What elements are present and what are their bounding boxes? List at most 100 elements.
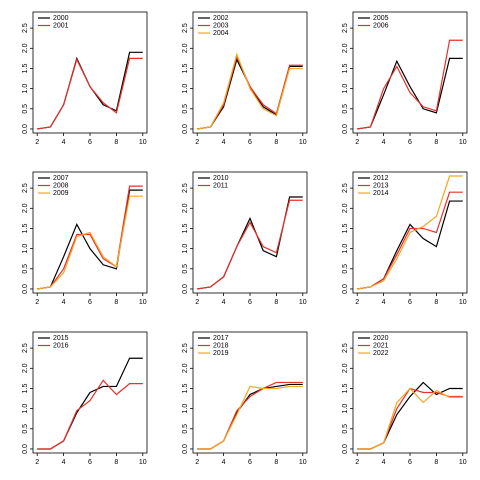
y-tick-label: 1.5 (342, 383, 349, 393)
legend-label: 2011 (213, 182, 228, 189)
series-line (37, 195, 143, 290)
y-tick-label: 2.5 (22, 23, 29, 33)
x-tick-label: 8 (274, 139, 278, 146)
legend-label: 2009 (53, 190, 69, 197)
x-tick-label: 10 (459, 459, 467, 466)
series-line (197, 54, 303, 130)
y-tick-label: 2.5 (342, 343, 349, 353)
y-tick-label: 1.5 (22, 383, 29, 393)
legend-label: 2003 (213, 22, 229, 29)
x-tick-label: 8 (434, 299, 438, 306)
plot-frame (192, 11, 308, 134)
y-tick-label: 0.5 (342, 424, 349, 434)
y-tick-label: 0.5 (22, 264, 29, 274)
y-tick-label: 0.5 (342, 104, 349, 114)
y-tick-label: 0.0 (182, 444, 189, 454)
x-tick-label: 8 (274, 459, 278, 466)
x-tick-label: 6 (88, 459, 92, 466)
legend-label: 2006 (373, 22, 389, 29)
plot-frame (352, 11, 468, 134)
y-tick-label: 0.0 (22, 124, 29, 134)
series-line (37, 51, 143, 130)
x-tick-label: 6 (408, 139, 412, 146)
y-tick-label: 2.0 (342, 203, 349, 213)
y-tick-label: 0.0 (182, 284, 189, 294)
series-line (37, 57, 143, 130)
y-tick-label: 0.0 (182, 124, 189, 134)
x-tick-label: 6 (88, 139, 92, 146)
legend-label: 2014 (373, 190, 389, 197)
y-tick-label: 1.5 (22, 63, 29, 73)
legend-label: 2015 (53, 335, 69, 342)
x-tick-label: 8 (114, 459, 118, 466)
x-tick-label: 10 (299, 459, 307, 466)
x-tick-label: 4 (222, 459, 226, 466)
series-line (357, 175, 463, 290)
y-tick-label: 2.5 (342, 23, 349, 33)
x-tick-label: 6 (408, 459, 412, 466)
x-tick-label: 2 (195, 299, 199, 306)
legend-label: 2008 (53, 182, 69, 189)
series-line (37, 379, 143, 450)
x-tick-label: 2 (195, 459, 199, 466)
plot-frame (32, 11, 148, 134)
y-tick-label: 1.0 (182, 404, 189, 414)
y-tick-label: 1.5 (182, 63, 189, 73)
y-tick-label: 0.5 (182, 424, 189, 434)
x-tick-label: 4 (62, 459, 66, 466)
y-tick-label: 0.5 (22, 424, 29, 434)
x-tick-label: 10 (139, 139, 147, 146)
series-line (197, 383, 303, 450)
y-tick-label: 1.5 (182, 223, 189, 233)
y-tick-label: 1.5 (342, 63, 349, 73)
series-line (197, 52, 303, 130)
y-tick-label: 1.0 (342, 84, 349, 94)
x-tick-label: 10 (299, 299, 307, 306)
series-line (197, 57, 303, 130)
legend-label: 2016 (53, 342, 69, 349)
x-tick-label: 8 (434, 459, 438, 466)
x-tick-label: 2 (35, 459, 39, 466)
y-tick-label: 2.0 (182, 43, 189, 53)
y-tick-label: 2.0 (182, 363, 189, 373)
y-tick-label: 1.0 (342, 404, 349, 414)
legend-label: 2019 (213, 350, 229, 357)
legend-label: 2005 (373, 15, 389, 22)
y-tick-label: 2.5 (22, 183, 29, 193)
plot-frame (352, 331, 468, 454)
y-tick-label: 2.5 (182, 23, 189, 33)
x-tick-label: 4 (382, 299, 386, 306)
y-tick-label: 1.0 (182, 244, 189, 254)
y-tick-label: 0.0 (22, 444, 29, 454)
y-tick-label: 0.0 (342, 444, 349, 454)
y-tick-label: 1.0 (22, 404, 29, 414)
x-tick-label: 8 (274, 299, 278, 306)
y-tick-label: 1.5 (182, 383, 189, 393)
y-tick-label: 2.0 (182, 203, 189, 213)
y-tick-label: 2.5 (182, 183, 189, 193)
x-tick-label: 10 (459, 299, 467, 306)
x-tick-label: 8 (434, 139, 438, 146)
y-tick-label: 0.5 (22, 104, 29, 114)
x-tick-label: 2 (355, 459, 359, 466)
y-tick-label: 2.0 (22, 363, 29, 373)
y-tick-label: 2.5 (22, 343, 29, 353)
x-tick-label: 6 (88, 299, 92, 306)
x-tick-label: 4 (382, 139, 386, 146)
series-line (37, 357, 143, 450)
y-tick-label: 1.5 (22, 223, 29, 233)
y-tick-label: 0.0 (342, 124, 349, 134)
x-tick-label: 4 (62, 139, 66, 146)
plot-frame (192, 171, 308, 294)
legend-label: 2001 (53, 22, 69, 29)
x-tick-label: 2 (355, 139, 359, 146)
legend-label: 2021 (373, 342, 389, 349)
series-line (357, 191, 463, 290)
x-tick-label: 10 (139, 299, 147, 306)
x-tick-label: 4 (222, 299, 226, 306)
y-tick-label: 0.5 (182, 264, 189, 274)
legend-label: 2018 (213, 342, 229, 349)
